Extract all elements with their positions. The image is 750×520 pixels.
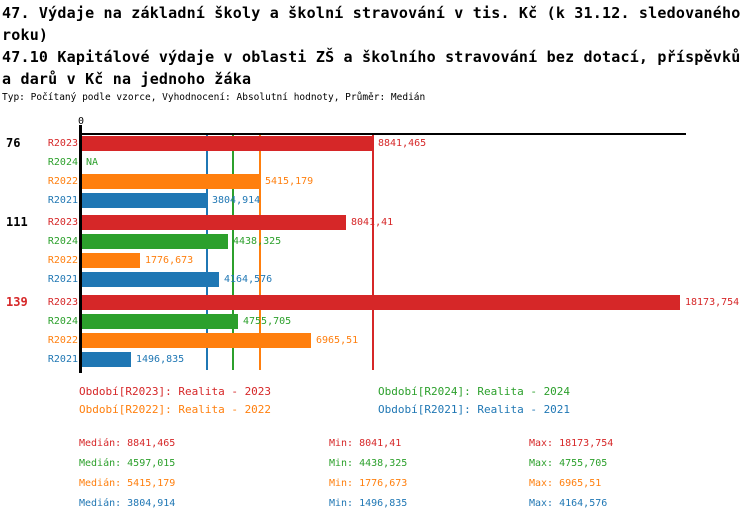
bar-139-r2021 xyxy=(82,352,131,367)
bar-76-r2021 xyxy=(82,193,207,208)
bar-111-r2024 xyxy=(82,234,228,249)
median-line-r2023 xyxy=(372,134,374,370)
stat-min-r2022: Min: 1776,673 xyxy=(329,478,408,489)
bar-111-r2021 xyxy=(82,272,219,287)
value-label-111-r2024: 4438,325 xyxy=(233,236,282,247)
x-axis-line xyxy=(79,133,686,135)
series-label-76-r2024: R2024 xyxy=(47,157,78,168)
value-label-139-r2021: 1496,835 xyxy=(136,354,185,365)
legend-item-r2021: Období[R2021]: Realita - 2021 xyxy=(378,403,571,416)
group-label-111: 111 xyxy=(6,215,28,229)
value-label-111-r2021: 4164,576 xyxy=(224,274,273,285)
legend-item-r2023: Období[R2023]: Realita - 2023 xyxy=(79,385,272,398)
series-label-76-r2021: R2021 xyxy=(47,195,78,206)
series-label-139-r2022: R2022 xyxy=(47,335,78,346)
value-label-111-r2022: 1776,673 xyxy=(145,255,194,266)
group-label-139: 139 xyxy=(6,295,28,309)
legend-item-r2022: Období[R2022]: Realita - 2022 xyxy=(79,403,272,416)
series-label-111-r2023: R2023 xyxy=(47,217,78,228)
value-label-139-r2024: 4755,705 xyxy=(243,316,292,327)
series-label-111-r2024: R2024 xyxy=(47,236,78,247)
series-label-139-r2023: R2023 xyxy=(47,297,78,308)
report-subtitle-line-2: a darů v Kč na jednoho žáka xyxy=(2,70,252,88)
report-title-line-1: 47. Výdaje na základní školy a školní st… xyxy=(2,4,741,22)
stat-max-r2021: Max: 4164,576 xyxy=(529,498,608,509)
series-label-76-r2023: R2023 xyxy=(47,138,78,149)
stat-max-r2023: Max: 18173,754 xyxy=(529,438,614,449)
report-header: 47. Výdaje na základní školy a školní st… xyxy=(2,2,750,104)
legend-item-r2024: Období[R2024]: Realita - 2024 xyxy=(378,385,571,398)
bar-111-r2022 xyxy=(82,253,140,268)
bar-139-r2024 xyxy=(82,314,238,329)
value-label-76-r2022: 5415,179 xyxy=(265,176,314,187)
series-label-111-r2022: R2022 xyxy=(47,255,78,266)
stat-median-r2021: Medián: 3804,914 xyxy=(79,498,176,509)
stat-max-r2024: Max: 4755,705 xyxy=(529,458,608,469)
value-label-76-r2021: 3804,914 xyxy=(212,195,261,206)
group-label-76: 76 xyxy=(6,136,21,150)
series-label-139-r2024: R2024 xyxy=(47,316,78,327)
report-subtitle-line-1: 47.10 Kapitálové výdaje v oblasti ZŠ a š… xyxy=(2,48,741,66)
bar-139-r2023 xyxy=(82,295,680,310)
y-axis-line xyxy=(79,125,82,373)
stat-median-r2024: Medián: 4597,015 xyxy=(79,458,176,469)
stat-median-r2023: Medián: 8841,465 xyxy=(79,438,176,449)
stat-max-r2022: Max: 6965,51 xyxy=(529,478,602,489)
value-label-139-r2023: 18173,754 xyxy=(685,297,740,308)
bar-76-r2023 xyxy=(82,136,373,151)
stat-median-r2022: Medián: 5415,179 xyxy=(79,478,176,489)
value-label-76-r2023: 8841,465 xyxy=(378,138,427,149)
x-axis-zero-label: 0 xyxy=(77,116,85,127)
series-label-76-r2022: R2022 xyxy=(47,176,78,187)
stat-min-r2023: Min: 8041,41 xyxy=(329,438,402,449)
median-line-r2022 xyxy=(259,134,261,370)
report-title-line-2: roku) xyxy=(2,26,49,44)
bar-111-r2023 xyxy=(82,215,346,230)
median-line-r2021 xyxy=(206,134,208,370)
report-meta-line: Typ: Počítaný podle vzorce, Vyhodnocení:… xyxy=(2,92,426,103)
series-label-139-r2021: R2021 xyxy=(47,354,78,365)
median-line-r2024 xyxy=(232,134,234,370)
value-label-76-r2024-na: NA xyxy=(86,157,99,168)
value-label-139-r2022: 6965,51 xyxy=(316,335,359,346)
bar-76-r2022 xyxy=(82,174,260,189)
series-label-111-r2021: R2021 xyxy=(47,274,78,285)
value-label-111-r2023: 8041,41 xyxy=(351,217,394,228)
stat-min-r2024: Min: 4438,325 xyxy=(329,458,408,469)
bar-139-r2022 xyxy=(82,333,311,348)
stat-min-r2021: Min: 1496,835 xyxy=(329,498,408,509)
